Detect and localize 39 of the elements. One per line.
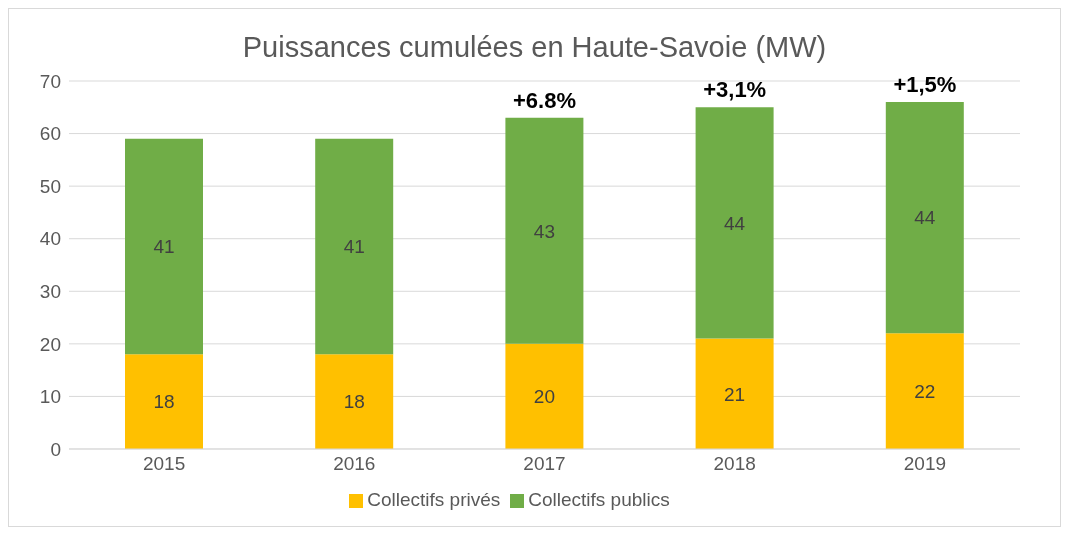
bar — [695, 107, 774, 339]
data-label: 44 — [914, 207, 936, 229]
y-tick-label: 30 — [39, 281, 61, 303]
annotation: +3,1% — [703, 77, 767, 103]
x-tick-label: 2016 — [333, 453, 376, 475]
x-tick-label: 2015 — [142, 453, 186, 475]
y-tick-label: 0 — [50, 438, 61, 460]
legend-label: Collectifs publics — [528, 489, 670, 510]
data-label: 43 — [533, 220, 555, 242]
annotation: +6.8% — [513, 87, 576, 113]
bar — [505, 117, 584, 344]
y-tick-label: 70 — [39, 70, 61, 92]
data-label: 22 — [914, 380, 936, 402]
y-tick-label: 10 — [39, 386, 61, 408]
data-label: 18 — [153, 391, 175, 413]
chart-title: Puissances cumulées en Haute-Savoie (MW) — [241, 30, 828, 65]
x-tick-label: 2019 — [903, 453, 947, 475]
bar — [315, 354, 394, 449]
data-label: 20 — [533, 386, 555, 408]
bar — [505, 343, 584, 449]
y-tick-label: 60 — [39, 123, 61, 145]
bar — [315, 138, 394, 355]
bar — [695, 338, 774, 449]
y-tick-label: 50 — [39, 175, 61, 197]
y-tick-label: 40 — [39, 228, 61, 250]
annotation: +1,5% — [893, 72, 957, 98]
data-label: 41 — [343, 236, 365, 258]
data-label: 41 — [153, 236, 175, 258]
bar — [125, 138, 203, 355]
bar — [125, 354, 203, 449]
data-label: 44 — [724, 212, 746, 234]
data-label: 21 — [724, 383, 746, 405]
x-tick-label: 2017 — [523, 453, 566, 475]
bar — [885, 102, 964, 334]
y-tick-label: 20 — [39, 333, 61, 355]
bar — [885, 333, 964, 449]
x-tick-label: 2018 — [713, 453, 756, 475]
data-label: 18 — [343, 391, 365, 413]
legend-label: Collectifs privés — [367, 489, 501, 510]
